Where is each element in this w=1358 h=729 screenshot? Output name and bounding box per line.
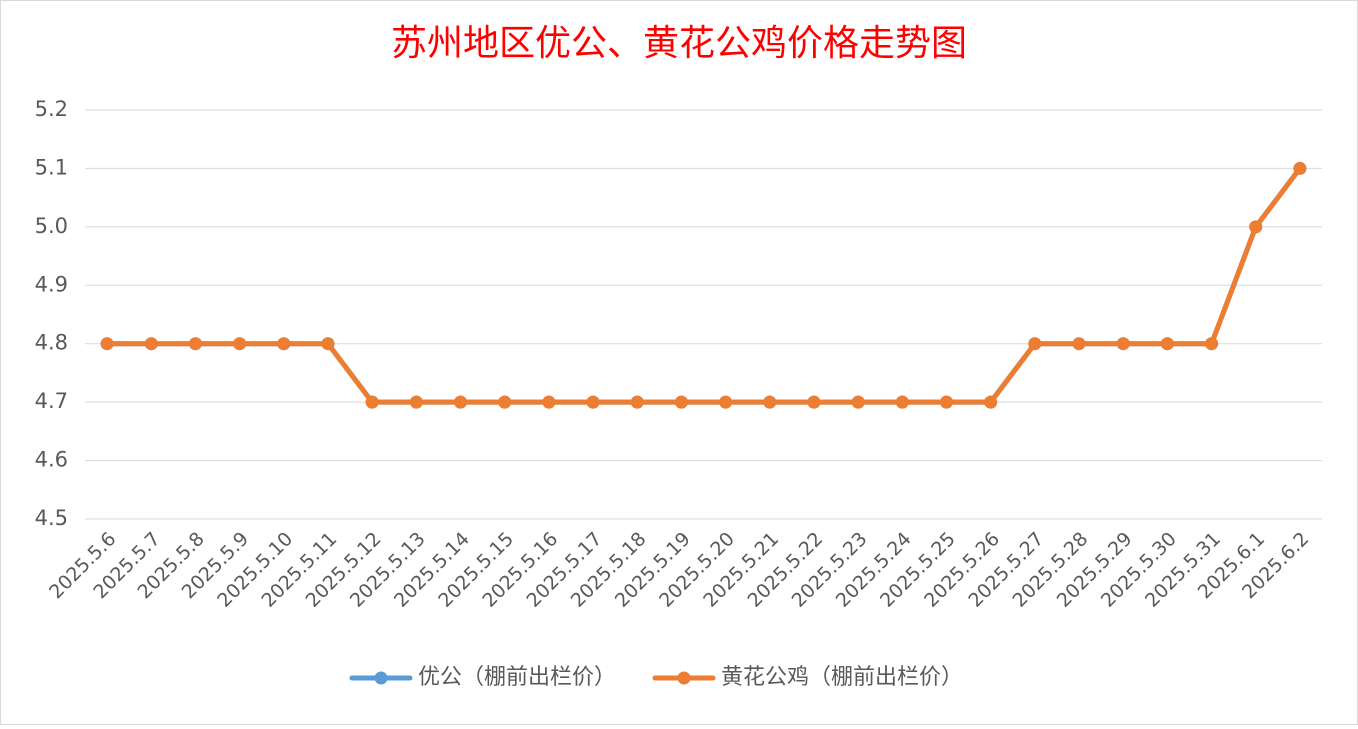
data-point bbox=[188, 337, 202, 351]
data-point bbox=[719, 395, 733, 409]
data-point bbox=[409, 395, 423, 409]
data-point bbox=[1205, 337, 1219, 351]
data-point bbox=[144, 337, 158, 351]
data-point bbox=[454, 395, 468, 409]
y-tick-label: 4.5 bbox=[35, 506, 68, 530]
data-point bbox=[763, 395, 777, 409]
data-point bbox=[939, 395, 953, 409]
data-point bbox=[542, 395, 556, 409]
y-tick-label: 4.9 bbox=[35, 272, 68, 296]
y-tick-label: 5.1 bbox=[35, 155, 68, 179]
data-point bbox=[1160, 337, 1174, 351]
y-tick-label: 4.8 bbox=[35, 331, 68, 355]
data-point bbox=[1293, 161, 1307, 175]
data-point bbox=[1116, 337, 1130, 351]
data-point bbox=[365, 395, 379, 409]
y-tick-label: 5.2 bbox=[35, 97, 68, 121]
legend-marker bbox=[677, 671, 691, 685]
legend-label: 优公（棚前出栏价） bbox=[418, 665, 616, 690]
chart-title: 苏州地区优公、黄花公鸡价格走势图 bbox=[391, 23, 967, 64]
y-tick-label: 4.6 bbox=[35, 448, 68, 472]
data-point bbox=[321, 337, 335, 351]
y-tick-label: 4.7 bbox=[35, 389, 68, 413]
data-point bbox=[674, 395, 688, 409]
data-point bbox=[1072, 337, 1086, 351]
data-point bbox=[851, 395, 865, 409]
data-point bbox=[630, 395, 644, 409]
y-tick-label: 5.0 bbox=[35, 214, 68, 238]
data-point bbox=[498, 395, 512, 409]
data-point bbox=[1028, 337, 1042, 351]
series-line bbox=[104, 165, 1303, 405]
data-point bbox=[895, 395, 909, 409]
data-point bbox=[233, 337, 247, 351]
data-point bbox=[277, 337, 291, 351]
legend-label: 黄花公鸡（棚前出栏价） bbox=[721, 665, 963, 690]
legend-marker bbox=[374, 671, 388, 685]
data-point bbox=[586, 395, 600, 409]
data-point bbox=[984, 395, 998, 409]
data-point bbox=[1249, 220, 1263, 234]
data-point bbox=[807, 395, 821, 409]
data-point bbox=[100, 337, 114, 351]
